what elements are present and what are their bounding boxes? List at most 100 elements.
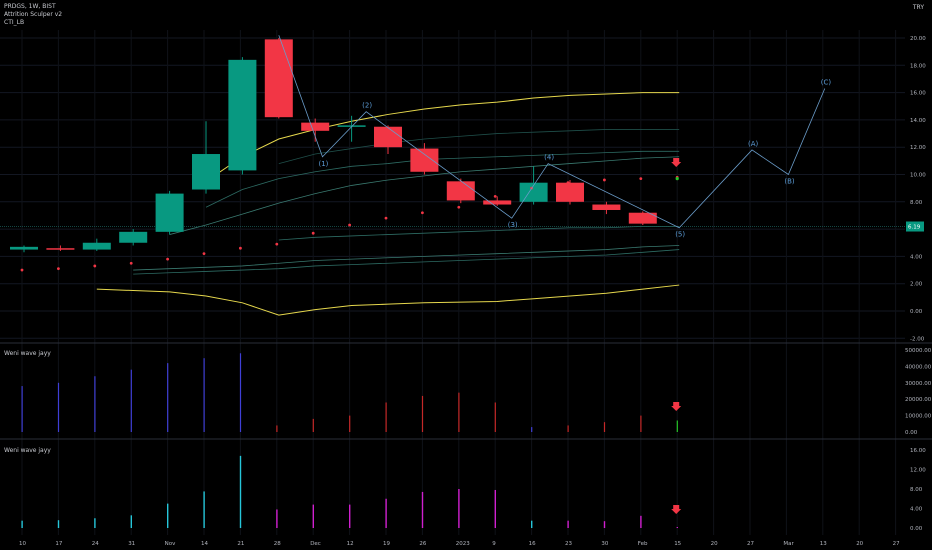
symbol-title[interactable]: PRDGS, 1W, BIST <box>4 3 56 10</box>
last-price-label: 6.19 <box>908 225 921 231</box>
cti-bar <box>312 504 314 528</box>
cti-bar <box>94 518 96 528</box>
candle-body <box>446 181 475 201</box>
candle-body <box>82 242 111 250</box>
signal-dot <box>384 216 388 220</box>
cti-bar <box>567 520 569 528</box>
candle-body <box>301 122 330 131</box>
volume-bar <box>603 422 606 432</box>
band-upper_yellow <box>205 92 680 182</box>
candle-body <box>119 231 148 243</box>
candle-body <box>483 200 512 205</box>
x-tick-label: Dec <box>310 541 321 547</box>
cti-bar <box>421 491 424 528</box>
y-tick-label: 4.00 <box>910 254 923 260</box>
y-tick-label: 2.00 <box>910 282 923 288</box>
volume-bar <box>640 415 642 432</box>
wave-label: (2) <box>362 102 372 110</box>
cti-bar <box>531 520 533 528</box>
cti-bar <box>494 489 496 528</box>
volume-bar <box>167 363 169 432</box>
y-tick-label: 8.00 <box>910 200 923 206</box>
volume-bar <box>276 425 278 432</box>
x-tick-label: 17 <box>55 541 62 547</box>
volume-bar <box>21 386 23 432</box>
x-tick-label: 28 <box>274 541 281 547</box>
x-tick-label: 23 <box>565 541 572 547</box>
band-lower_teal1 <box>169 156 680 235</box>
band-mid_teal <box>205 150 680 208</box>
volume-bar <box>349 415 351 432</box>
wave-label: (3) <box>508 221 518 229</box>
y-tick-label: 16.00 <box>910 91 926 97</box>
down-arrow-icon <box>671 505 682 514</box>
candle-body <box>556 182 584 202</box>
signal-dot <box>603 178 606 182</box>
indicator-cti-lb[interactable]: CTI_LB <box>4 19 25 26</box>
y-tick-label: 20000.00 <box>905 397 932 403</box>
x-tick-label: 14 <box>201 541 208 547</box>
x-tick-label: 21 <box>237 541 244 547</box>
x-tick-label: 26 <box>419 541 426 547</box>
volume-bar <box>312 418 314 432</box>
volume-bar <box>203 358 205 432</box>
candle-body <box>10 246 38 250</box>
signal-dot <box>166 257 170 261</box>
x-tick-label: 24 <box>92 541 99 547</box>
y-tick-label: 0.00 <box>905 430 918 436</box>
volume-pane: 0.00 10000.00 20000.00 30000.00 40000.00 5000… <box>21 348 932 436</box>
indicator-attrition-sculper[interactable]: Attrition Sculper v2 <box>4 11 63 18</box>
x-tick-label: 30 <box>601 541 608 547</box>
x-tick-label: 2023 <box>456 541 470 547</box>
volume-bar <box>567 425 569 432</box>
x-tick-label: Nov <box>165 541 176 547</box>
wave-label: (C) <box>821 79 832 87</box>
signal-dot <box>493 194 497 198</box>
candle-body <box>374 126 402 148</box>
x-axis: 10 17 24 31 Nov 14 21 28 Dec 12 19 26 2023 9 16 23 30 Feb… <box>19 541 900 547</box>
x-tick-label: 27 <box>747 541 754 547</box>
x-tick-label: Feb <box>638 541 648 547</box>
signal-dot <box>421 211 424 215</box>
band-lower_teal3 <box>133 245 680 271</box>
cti-bar <box>203 491 205 528</box>
y-tick-label: 20.00 <box>910 36 926 42</box>
candle-body <box>519 182 548 202</box>
x-tick-label: 19 <box>383 541 390 547</box>
x-tick-label: 15 <box>674 541 681 547</box>
band-upper_teal <box>278 129 680 164</box>
y-tick-label: 18.00 <box>910 63 926 69</box>
wave-label: (5) <box>675 231 685 239</box>
x-tick-label: 9 <box>492 541 496 547</box>
cti-bar <box>57 520 60 528</box>
cti-bar <box>130 515 132 528</box>
y-tick-label: -2.00 <box>910 336 925 342</box>
signal-dot <box>275 242 279 246</box>
y-tick-label: 16.00 <box>910 448 926 454</box>
last-price-badge <box>906 221 924 232</box>
band-lower_teal2 <box>278 225 680 241</box>
volume-bar <box>94 376 96 432</box>
y-tick-label: 10.00 <box>910 173 926 179</box>
x-tick-label: 31 <box>128 541 135 547</box>
pane2-title[interactable]: Weni wave jayy <box>4 350 51 357</box>
down-arrow-icon <box>671 402 682 411</box>
signal-dot <box>239 246 242 250</box>
candle-body <box>410 148 439 172</box>
x-tick-label: 20 <box>856 541 863 547</box>
cti-bar <box>276 509 278 528</box>
currency-label: TRY <box>912 4 924 11</box>
wave-label: (A) <box>748 140 759 148</box>
cti-bar <box>640 515 642 528</box>
volume-bar <box>130 369 132 432</box>
volume-bar <box>421 395 424 432</box>
volume-bar <box>676 420 678 432</box>
x-tick-label: Mar <box>783 541 794 547</box>
elliott-wave-line <box>278 35 826 229</box>
y-tick-label: 12.00 <box>910 145 926 151</box>
x-tick-label: 20 <box>711 541 718 547</box>
volume-bar <box>458 392 460 432</box>
pane3-title[interactable]: Weni wave jayy <box>4 447 51 454</box>
band-lower_teal4 <box>133 249 680 275</box>
